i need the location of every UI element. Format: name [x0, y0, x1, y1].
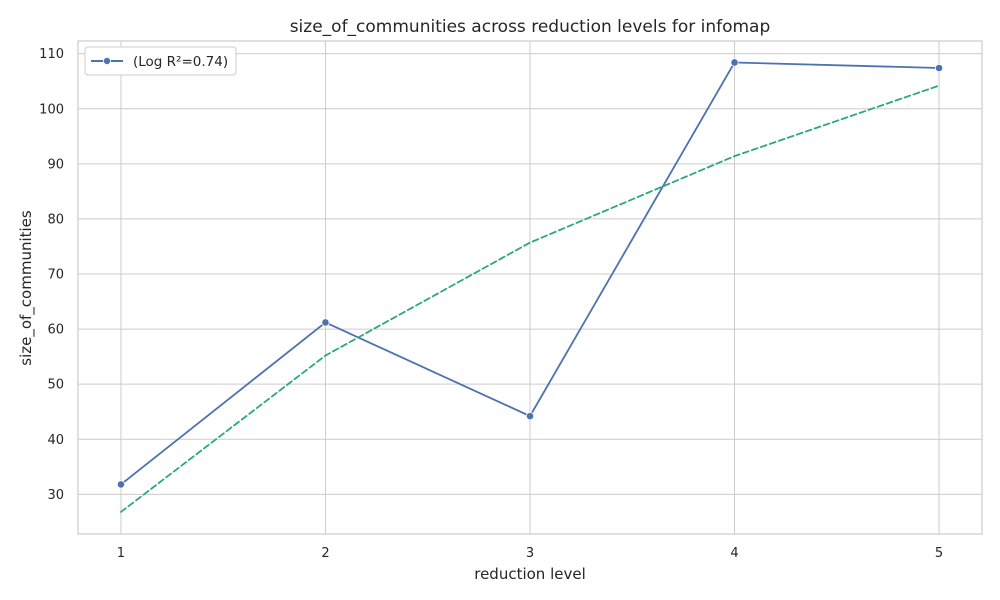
- x-tick-label: 2: [321, 546, 329, 561]
- tick-labels: 1 2 3 4 5 30 40 50 60 70 80 90 100 110: [39, 47, 943, 561]
- data-point: [116, 480, 126, 489]
- y-tick-label: 60: [47, 323, 64, 338]
- y-tick-label: 50: [47, 378, 64, 393]
- x-axis-label: reduction level: [474, 565, 586, 583]
- data-point: [934, 63, 944, 73]
- legend: (Log R²=0.74): [84, 46, 237, 76]
- series-layer: [116, 58, 944, 513]
- data-point: [730, 58, 739, 67]
- chart-title: size_of_communities across reduction lev…: [290, 17, 771, 37]
- y-tick-label: 30: [47, 488, 64, 503]
- x-tick-label: 1: [117, 546, 125, 561]
- y-axis-label: size_of_communities: [17, 210, 36, 366]
- plot-frame: [77, 40, 983, 535]
- legend-box: [84, 46, 237, 76]
- x-tick-label: 4: [730, 546, 738, 561]
- legend-label: (Log R²=0.74): [133, 54, 228, 70]
- y-tick-label: 90: [47, 157, 64, 172]
- y-tick-label: 70: [47, 268, 64, 283]
- data-point: [321, 318, 330, 327]
- legend-marker-swatch: [103, 57, 112, 66]
- y-tick-label: 110: [39, 47, 64, 62]
- y-tick-label: 80: [47, 212, 64, 227]
- y-tick-label: 100: [39, 102, 64, 117]
- x-tick-label: 5: [935, 546, 943, 561]
- trend-line: [120, 84, 940, 513]
- data-point: [525, 412, 535, 421]
- gridlines: [78, 41, 982, 534]
- x-tick-label: 3: [526, 546, 534, 561]
- y-tick-label: 40: [47, 433, 64, 448]
